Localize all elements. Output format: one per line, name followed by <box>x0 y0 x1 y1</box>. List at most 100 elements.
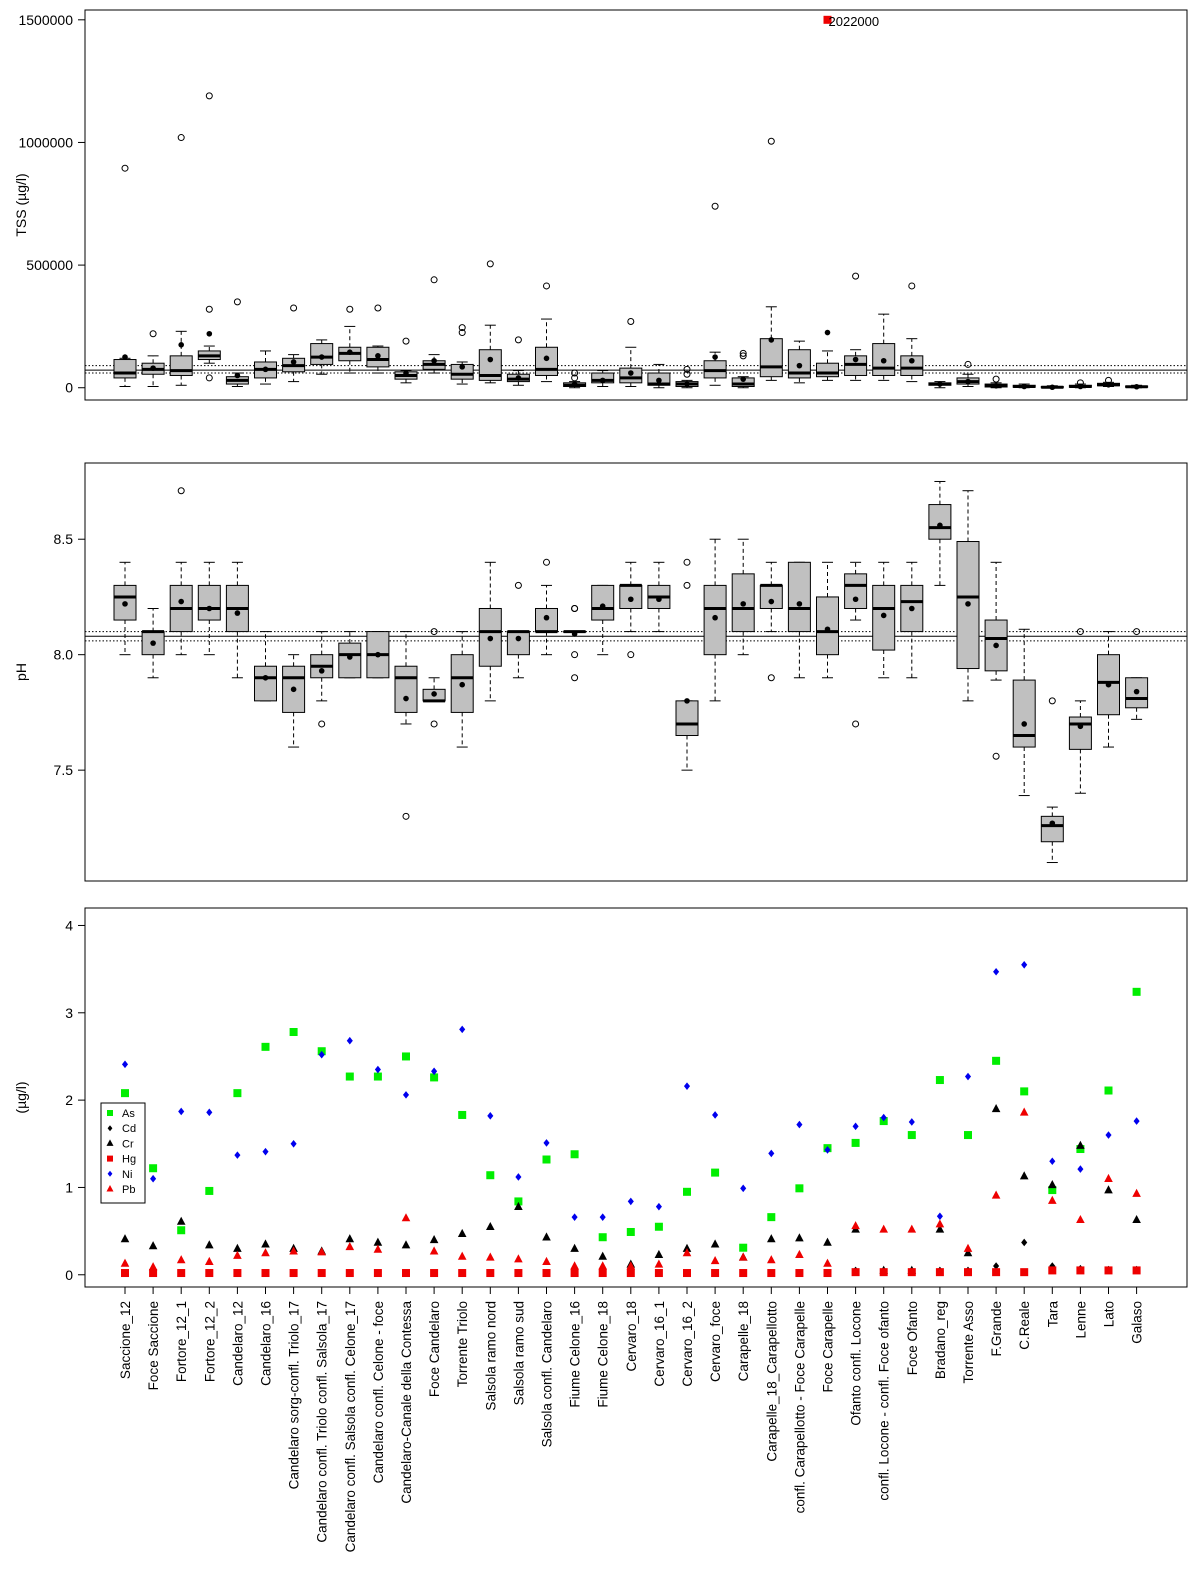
mean-point <box>403 695 409 702</box>
outlier-point <box>514 581 522 589</box>
point-ni <box>1077 1165 1084 1173</box>
y-tick-label: 1 <box>65 1179 73 1195</box>
outlier-point <box>992 752 1000 760</box>
mean-point <box>206 330 213 337</box>
point-cr <box>542 1232 551 1241</box>
point-ni <box>150 1174 157 1183</box>
box-34 <box>1068 379 1092 390</box>
point-ni <box>1133 1117 1140 1125</box>
box-33 <box>1040 697 1064 864</box>
point-ni <box>178 1107 185 1116</box>
outlier-point <box>205 374 213 382</box>
mean-point <box>824 329 831 336</box>
outlier-point <box>992 375 1000 383</box>
mean-point <box>880 612 887 619</box>
point-hg <box>767 1269 776 1278</box>
y-tick-label: 8.5 <box>54 531 74 547</box>
point-as <box>261 1042 270 1051</box>
box-20 <box>675 558 699 771</box>
point-as <box>851 1138 860 1147</box>
point-pb <box>1048 1195 1057 1204</box>
station-label: Carapelle_18_Carapellotto <box>764 1301 779 1462</box>
outlier-point <box>233 298 241 306</box>
point-ni <box>993 967 1000 976</box>
box-36 <box>1125 628 1149 720</box>
point-ni <box>318 1050 325 1059</box>
point-ni <box>712 1111 719 1119</box>
extreme-value-label: 2022000 <box>829 14 880 29</box>
mean-point <box>206 605 213 612</box>
outlier-point <box>430 628 438 636</box>
outlier-point <box>205 305 213 313</box>
point-pb <box>1019 1107 1029 1116</box>
box-7 <box>310 339 334 375</box>
point-as <box>711 1168 720 1177</box>
point-hg <box>458 1269 467 1278</box>
point-as <box>795 1184 804 1193</box>
outlier-point <box>908 282 916 290</box>
outlier-point <box>571 604 579 612</box>
station-label: Lenne <box>1073 1301 1088 1339</box>
point-pb <box>598 1261 607 1270</box>
mean-point <box>880 357 887 364</box>
box-11 <box>422 276 446 374</box>
point-pb <box>542 1256 551 1265</box>
point-ni <box>431 1067 438 1076</box>
point-as <box>598 1233 607 1242</box>
box-31 <box>984 375 1008 389</box>
outlier-point <box>627 651 635 659</box>
iqr-box <box>197 584 221 621</box>
outlier-point <box>683 370 691 378</box>
point-hg <box>1048 1266 1057 1275</box>
station-label: Tara <box>1045 1301 1060 1328</box>
box-24 <box>787 340 811 384</box>
point-as <box>1076 1145 1085 1154</box>
mean-point <box>1133 688 1140 695</box>
series-hg <box>121 1266 1141 1278</box>
series-cr <box>120 1104 1141 1274</box>
mean-point <box>178 598 184 605</box>
box-25 <box>816 329 839 381</box>
point-hg <box>514 1269 523 1278</box>
mean-point <box>150 365 156 371</box>
point-hg <box>373 1269 382 1278</box>
point-cr <box>176 1216 186 1225</box>
box-18 <box>619 318 643 388</box>
y-tick-label: 1000000 <box>18 134 73 150</box>
mean-point <box>937 522 943 529</box>
point-hg <box>345 1269 354 1278</box>
iqr-box <box>900 355 924 376</box>
mean-point <box>1133 383 1140 390</box>
point-cr <box>148 1241 158 1250</box>
point-as <box>233 1089 242 1098</box>
point-hg <box>795 1269 804 1278</box>
box-30 <box>956 360 980 388</box>
point-as <box>1020 1087 1029 1096</box>
mean-point <box>1021 383 1027 390</box>
outlier-point <box>739 349 747 357</box>
mean-point <box>909 357 915 364</box>
outlier-point <box>430 720 438 728</box>
outlier-point <box>346 305 354 313</box>
box-30 <box>956 490 980 702</box>
box-11 <box>422 628 446 728</box>
box-17 <box>591 370 615 388</box>
mean-point <box>740 601 746 607</box>
box-22 <box>731 538 755 656</box>
outlier-point <box>177 134 185 142</box>
outlier-point <box>571 369 579 377</box>
point-as <box>907 1131 916 1140</box>
box-33 <box>1040 384 1064 391</box>
outlier-point <box>543 558 550 566</box>
point-as <box>739 1243 748 1252</box>
mean-point <box>234 372 241 379</box>
box-19 <box>647 363 671 389</box>
box-9 <box>366 631 390 679</box>
point-as <box>570 1150 579 1159</box>
mean-point <box>768 598 775 605</box>
station-label: Torrente Asso <box>961 1301 976 1384</box>
iqr-box <box>844 573 868 609</box>
box-34 <box>1068 628 1092 794</box>
point-hg <box>935 1268 944 1277</box>
point-hg <box>402 1269 410 1278</box>
